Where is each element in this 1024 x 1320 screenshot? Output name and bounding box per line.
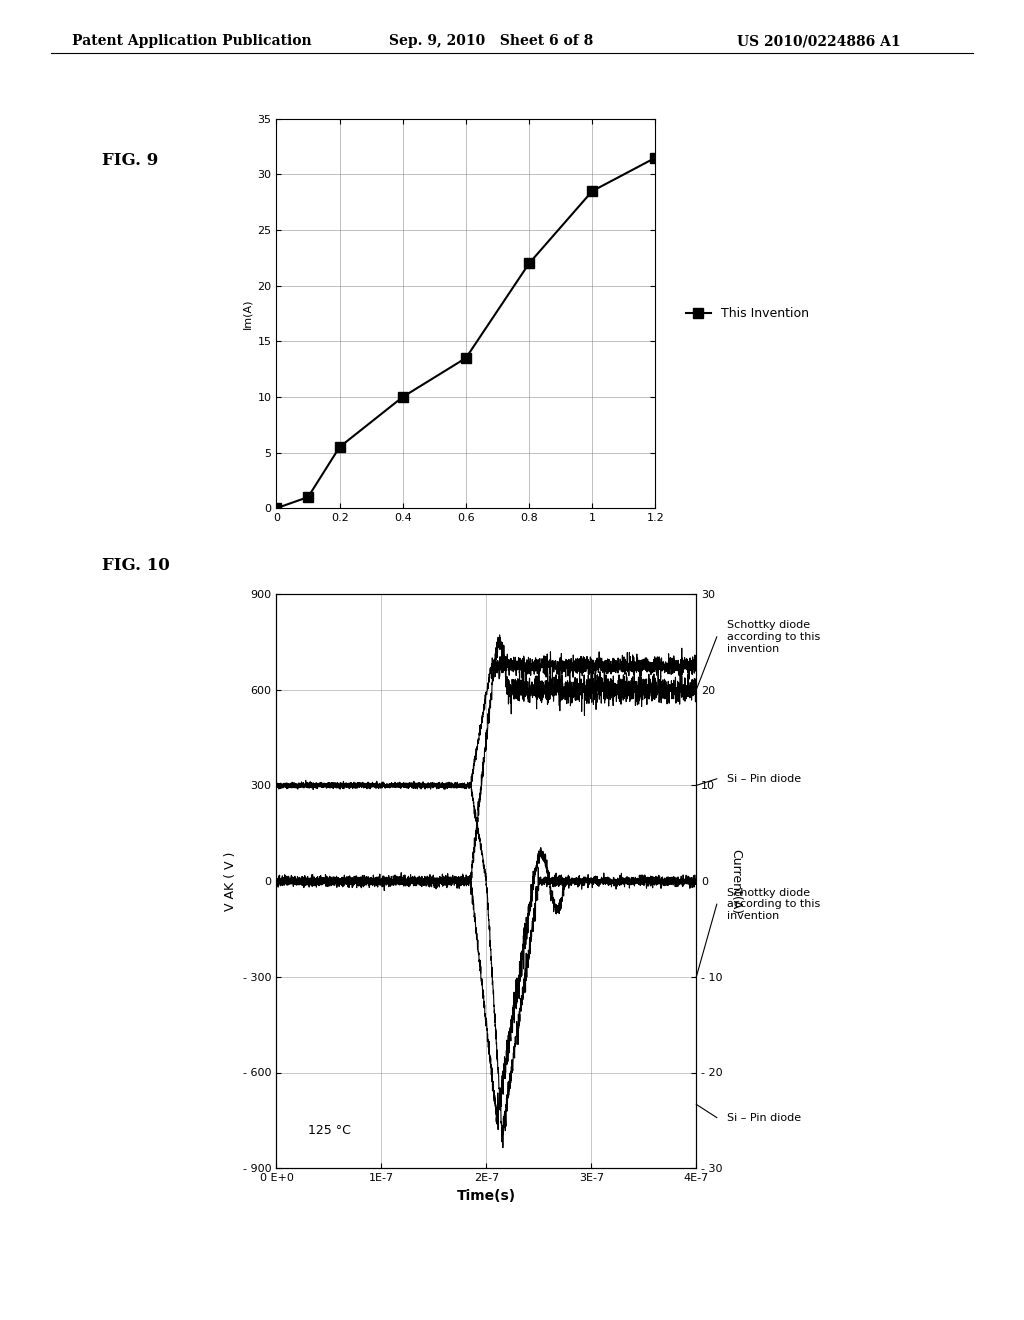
Text: FIG. 10: FIG. 10 bbox=[102, 557, 170, 574]
Y-axis label: Current(A): Current(A) bbox=[729, 849, 742, 913]
X-axis label: Time(s): Time(s) bbox=[457, 1188, 516, 1203]
Text: 125 °C: 125 °C bbox=[308, 1123, 351, 1137]
Text: US 2010/0224886 A1: US 2010/0224886 A1 bbox=[737, 34, 901, 49]
Text: Sep. 9, 2010   Sheet 6 of 8: Sep. 9, 2010 Sheet 6 of 8 bbox=[389, 34, 593, 49]
Legend: This Invention: This Invention bbox=[681, 302, 813, 325]
Y-axis label: V AK ( V ): V AK ( V ) bbox=[224, 851, 238, 911]
Text: Schottky diode
according to this
invention: Schottky diode according to this inventi… bbox=[727, 887, 820, 921]
Text: Schottky diode
according to this
invention: Schottky diode according to this inventi… bbox=[727, 620, 820, 653]
Text: Patent Application Publication: Patent Application Publication bbox=[72, 34, 311, 49]
Text: Si – Pin diode: Si – Pin diode bbox=[727, 1113, 801, 1122]
Y-axis label: Im(A): Im(A) bbox=[242, 298, 252, 329]
Text: Si – Pin diode: Si – Pin diode bbox=[727, 774, 801, 784]
Text: FIG. 9: FIG. 9 bbox=[102, 152, 159, 169]
